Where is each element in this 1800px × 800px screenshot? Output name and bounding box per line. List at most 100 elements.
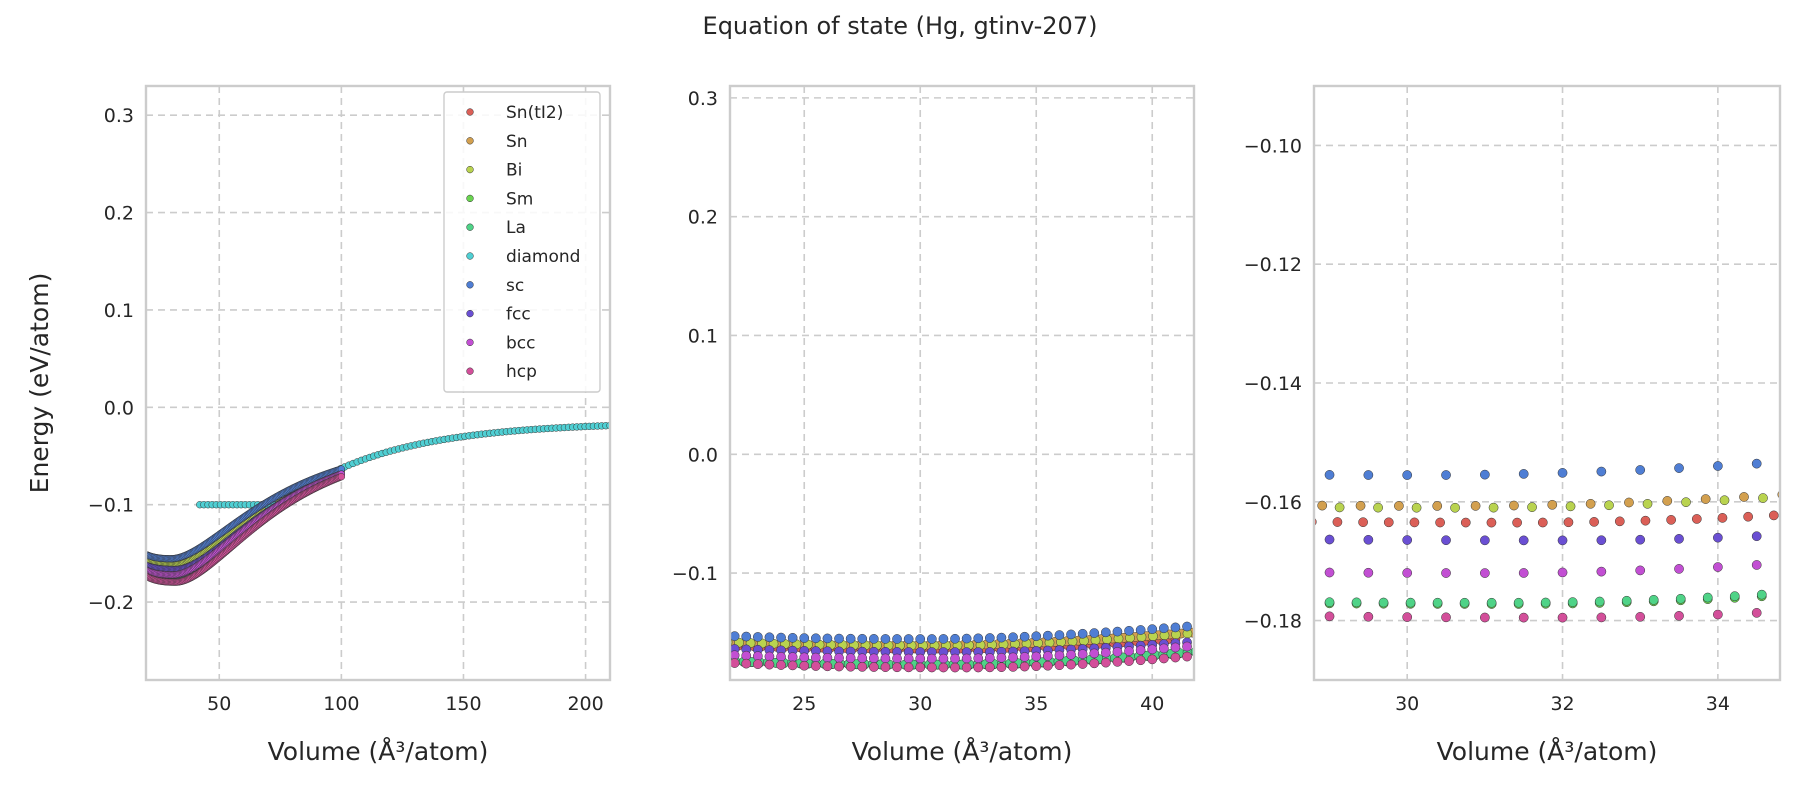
data-point <box>1066 659 1076 670</box>
data-point <box>707 657 716 666</box>
data-point <box>1432 597 1443 608</box>
data-point <box>857 633 868 644</box>
data-point <box>1402 535 1413 545</box>
data-point <box>1394 501 1404 511</box>
data-point <box>903 662 914 673</box>
data-point <box>1112 657 1123 667</box>
y-tick-label: 0.1 <box>104 300 134 322</box>
data-point <box>1182 621 1192 632</box>
legend-marker <box>466 281 474 289</box>
data-point <box>1702 592 1713 603</box>
data-point <box>1135 625 1146 635</box>
data-point <box>1450 502 1460 513</box>
data-point <box>1193 654 1194 657</box>
data-point <box>1135 655 1146 666</box>
data-point <box>1674 463 1684 473</box>
data-point <box>822 652 833 663</box>
data-point <box>1557 535 1568 546</box>
data-point <box>915 662 926 673</box>
data-point <box>845 653 856 663</box>
legend-marker <box>466 137 474 145</box>
data-point <box>1441 568 1451 578</box>
data-point <box>752 659 763 670</box>
data-point <box>926 662 937 673</box>
data-point <box>1635 465 1646 475</box>
data-point <box>1112 626 1123 637</box>
data-point <box>1089 628 1100 638</box>
data-point <box>1206 650 1215 659</box>
series-sc <box>1247 458 1762 480</box>
data-point <box>1751 531 1762 542</box>
legend-entry: sc <box>506 276 524 296</box>
data-point <box>1182 641 1192 652</box>
data-point <box>915 634 926 644</box>
panel-1: 50 100 150 200 −0.2 −0.1 0.0 0.1 0.2 0.3 Volume (Å… <box>25 84 612 766</box>
data-point <box>996 662 1007 673</box>
data-point <box>1124 656 1134 666</box>
data-point <box>1666 515 1676 525</box>
data-point <box>1642 499 1653 509</box>
data-point <box>1100 657 1111 668</box>
data-point <box>707 643 716 652</box>
data-point <box>1135 645 1146 656</box>
series-sc <box>730 621 1194 644</box>
data-point <box>1743 511 1753 522</box>
data-point <box>892 653 902 664</box>
data-point <box>1674 533 1684 544</box>
data-point <box>1077 659 1088 669</box>
data-point <box>880 662 891 673</box>
data-point <box>868 634 879 644</box>
y-tick-label: −0.18 <box>1244 611 1302 633</box>
data-point <box>950 662 960 673</box>
data-point <box>1674 564 1684 574</box>
x-tick-label: 30 <box>1395 693 1419 715</box>
data-point <box>1596 566 1607 577</box>
data-point <box>1247 470 1256 479</box>
data-point <box>1363 611 1374 622</box>
x-tick-label: 32 <box>1550 693 1574 715</box>
series-bi <box>1334 493 1768 513</box>
data-point <box>1207 646 1216 655</box>
data-point <box>1527 502 1537 513</box>
data-point <box>1256 517 1265 526</box>
data-point <box>1054 660 1065 671</box>
series-bcc <box>730 641 1194 664</box>
data-point <box>1648 594 1659 605</box>
data-point <box>973 653 984 664</box>
legend-entry: hcp <box>506 362 537 382</box>
data-point <box>1286 535 1295 544</box>
legend-marker <box>466 338 474 347</box>
series-diamond <box>196 421 610 509</box>
legend-entry: Sn(tI2) <box>506 103 563 123</box>
data-point <box>1298 597 1307 606</box>
data-point <box>1008 652 1018 663</box>
data-point <box>938 653 949 664</box>
data-point <box>1402 470 1413 480</box>
data-point <box>1713 562 1723 572</box>
data-point <box>1662 496 1673 506</box>
data-point <box>1751 560 1762 570</box>
data-point <box>1042 630 1053 641</box>
y-tick-label: −0.1 <box>672 563 718 585</box>
data-point <box>868 662 879 672</box>
data-point <box>1158 623 1169 634</box>
data-point <box>822 633 833 644</box>
data-point <box>1681 497 1691 508</box>
data-point <box>1635 611 1646 622</box>
data-point <box>1547 499 1558 510</box>
data-point <box>1158 643 1169 654</box>
data-point <box>718 640 727 649</box>
data-point <box>1402 568 1413 578</box>
data-point <box>1199 647 1208 656</box>
data-point <box>822 661 833 672</box>
series-hcp <box>1324 607 1762 623</box>
legend: Sn(tI2) Sn Bi Sm La diamond sc fcc bcc hcp <box>443 91 601 393</box>
data-point <box>1193 571 1194 575</box>
series-bcc <box>1324 560 1762 578</box>
data-point <box>950 653 960 664</box>
x-tick-label: 200 <box>567 693 603 715</box>
data-point <box>1042 660 1053 671</box>
data-point <box>984 633 995 643</box>
data-point <box>1324 567 1335 578</box>
data-point <box>1019 652 1030 662</box>
